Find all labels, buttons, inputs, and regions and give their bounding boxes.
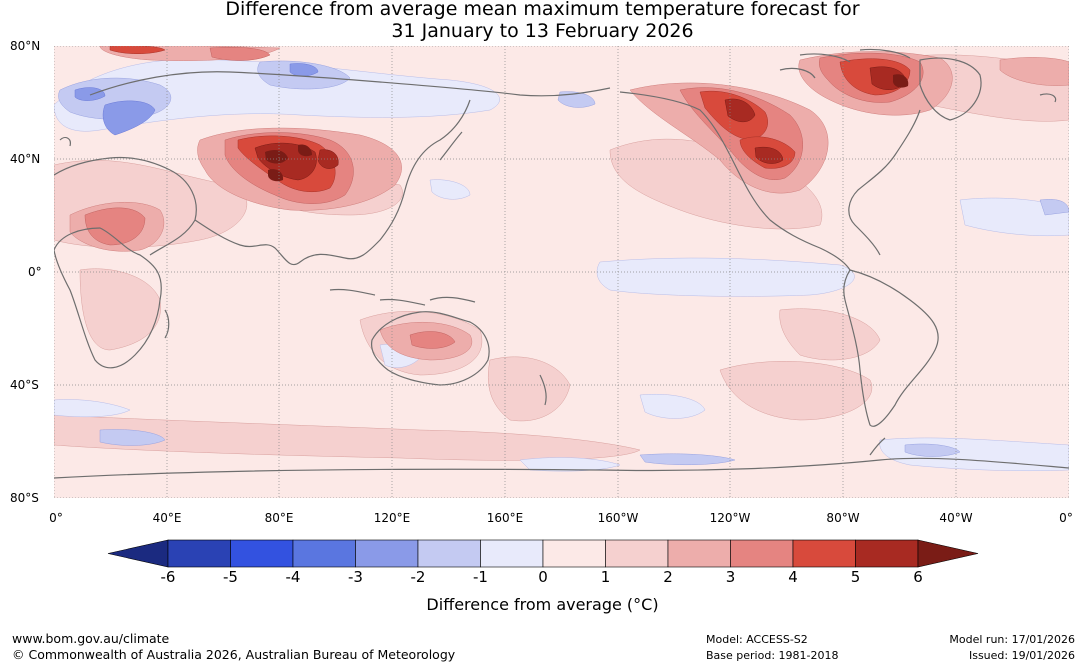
- footer-model-info: Model: ACCESS-S2 Base period: 1981-2018: [706, 632, 838, 664]
- footer-model-run: Model run: 17/01/2026: [949, 633, 1075, 646]
- lat-label-80s: 80°S: [10, 491, 39, 505]
- lon-label-40e: 40°E: [152, 511, 182, 525]
- lat-label-80n: 80°N: [10, 39, 41, 53]
- footer-dates: Model run: 17/01/2026 Issued: 19/01/2026: [949, 632, 1075, 664]
- colorbar-tick-label: -3: [348, 568, 363, 586]
- colorbar-tick-label: -2: [410, 568, 426, 586]
- lon-label-80e: 80°E: [264, 511, 294, 525]
- colorbar-tick-label: -1: [473, 568, 488, 586]
- lon-label-80w: 80°W: [826, 511, 860, 525]
- chart-title-line2: 31 January to 13 February 2026: [391, 20, 694, 42]
- footer-base-period: Base period: 1981-2018: [706, 649, 839, 662]
- colorbar-tick-label: 5: [850, 568, 861, 586]
- anomaly-band-5-6: [265, 74, 909, 182]
- coastlines: [54, 48, 1069, 479]
- footer-url[interactable]: www.bom.gov.au/climate: [12, 631, 170, 646]
- lon-label-0-east: 0°: [1059, 511, 1073, 525]
- colorbar-tick-label: 6: [913, 568, 923, 586]
- lon-label-160e: 160°E: [486, 511, 524, 525]
- lon-label-120w: 120°W: [709, 511, 751, 525]
- colorbar-tick-label: -4: [285, 568, 301, 586]
- colorbar-segment: [855, 539, 919, 568]
- chart-title-line1: Difference from average mean maximum tem…: [225, 0, 860, 20]
- anomaly-band-minus-3-minus-2: [74, 63, 319, 136]
- lon-label-40w: 40°W: [939, 511, 973, 525]
- lon-label-160w: 160°W: [597, 511, 639, 525]
- colorbar-segment: [167, 539, 231, 568]
- colorbar-segment: [542, 539, 606, 568]
- colorbar-tick-label: 0: [538, 568, 548, 586]
- colorbar-tick-label: -6: [160, 568, 176, 586]
- colorbar-segment: [355, 539, 419, 568]
- graticule: [54, 46, 1069, 498]
- colorbar-segment: [667, 539, 731, 568]
- colorbar-tick-label: 2: [663, 568, 673, 586]
- colorbar-segment: [605, 539, 669, 568]
- colorbar-tick-label: 3: [725, 568, 736, 586]
- colorbar-segment: [230, 539, 294, 568]
- lat-label-40n: 40°N: [10, 152, 41, 166]
- colorbar-segment: [480, 539, 544, 568]
- colorbar-tick-label: 1: [600, 568, 611, 586]
- footer-model: Model: ACCESS-S2: [706, 633, 808, 646]
- colorbar-extend-low: [107, 539, 169, 568]
- footer-left: www.bom.gov.au/climate © Commonwealth of…: [12, 631, 455, 663]
- colorbar-segment: [730, 539, 794, 568]
- anomaly-band-minus-1-0: [54, 58, 1069, 472]
- footer-copyright: © Commonwealth of Australia 2026, Austra…: [12, 647, 456, 662]
- colorbar-extend-high: [917, 539, 979, 568]
- colorbar-segment: [292, 539, 356, 568]
- footer-issued: Issued: 19/01/2026: [968, 649, 1075, 662]
- lat-label-0: 0°: [28, 265, 42, 279]
- lon-label-120e: 120°E: [373, 511, 411, 525]
- colorbar-tick-label: 4: [788, 568, 798, 586]
- colorbar-segment: [792, 539, 856, 568]
- lon-label-0: 0°: [49, 511, 63, 525]
- colorbar-label: Difference from average (°C): [426, 595, 659, 614]
- colorbar-segment: [417, 539, 481, 568]
- colorbar-tick-label: -5: [223, 568, 238, 586]
- lat-label-40s: 40°S: [10, 378, 39, 392]
